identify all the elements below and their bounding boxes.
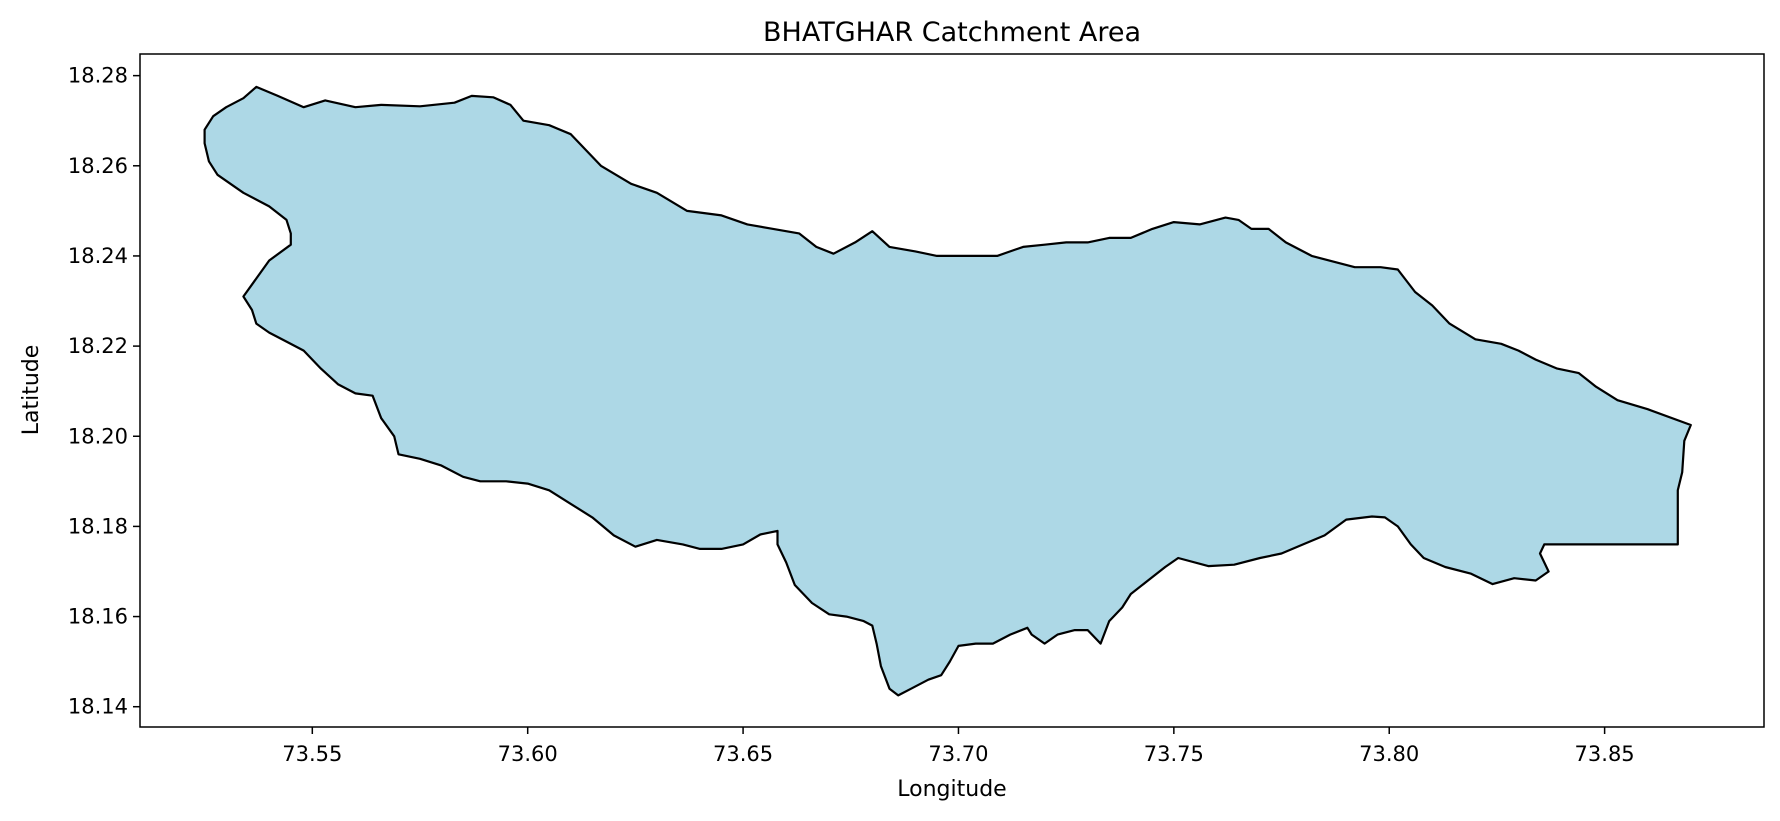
- plot-area: [203, 85, 1692, 697]
- plot-frame: [139, 53, 1765, 728]
- y-tick-label: 18.24: [68, 244, 128, 268]
- x-tick-label: 73.70: [928, 742, 988, 766]
- y-tick-label: 18.26: [68, 154, 128, 178]
- x-tick-label: 73.65: [713, 742, 773, 766]
- y-tick-label: 18.18: [68, 514, 128, 538]
- x-tick-label: 73.55: [282, 742, 342, 766]
- y-tick-label: 18.22: [68, 334, 128, 358]
- y-tick-label: 18.20: [68, 424, 128, 448]
- x-tick-label: 73.75: [1144, 742, 1204, 766]
- x-tick-label: 73.80: [1359, 742, 1419, 766]
- x-tick-label: 73.85: [1575, 742, 1635, 766]
- y-axis-label: Latitude: [19, 345, 44, 436]
- x-axis-label: Longitude: [897, 777, 1006, 802]
- y-axis: 18.14 18.16 18.18 18.20 18.22 18.24 18.26 18.28: [68, 64, 140, 719]
- y-tick-label: 18.14: [68, 695, 128, 719]
- x-axis: 73.55 73.60 73.65 73.70 73.75 73.80 73.85: [282, 727, 1635, 766]
- y-tick-label: 18.28: [68, 64, 128, 88]
- y-tick-label: 18.16: [68, 605, 128, 629]
- catchment-polygon: [203, 85, 1692, 697]
- chart-title: BHATGHAR Catchment Area: [763, 17, 1141, 48]
- x-tick-label: 73.60: [498, 742, 558, 766]
